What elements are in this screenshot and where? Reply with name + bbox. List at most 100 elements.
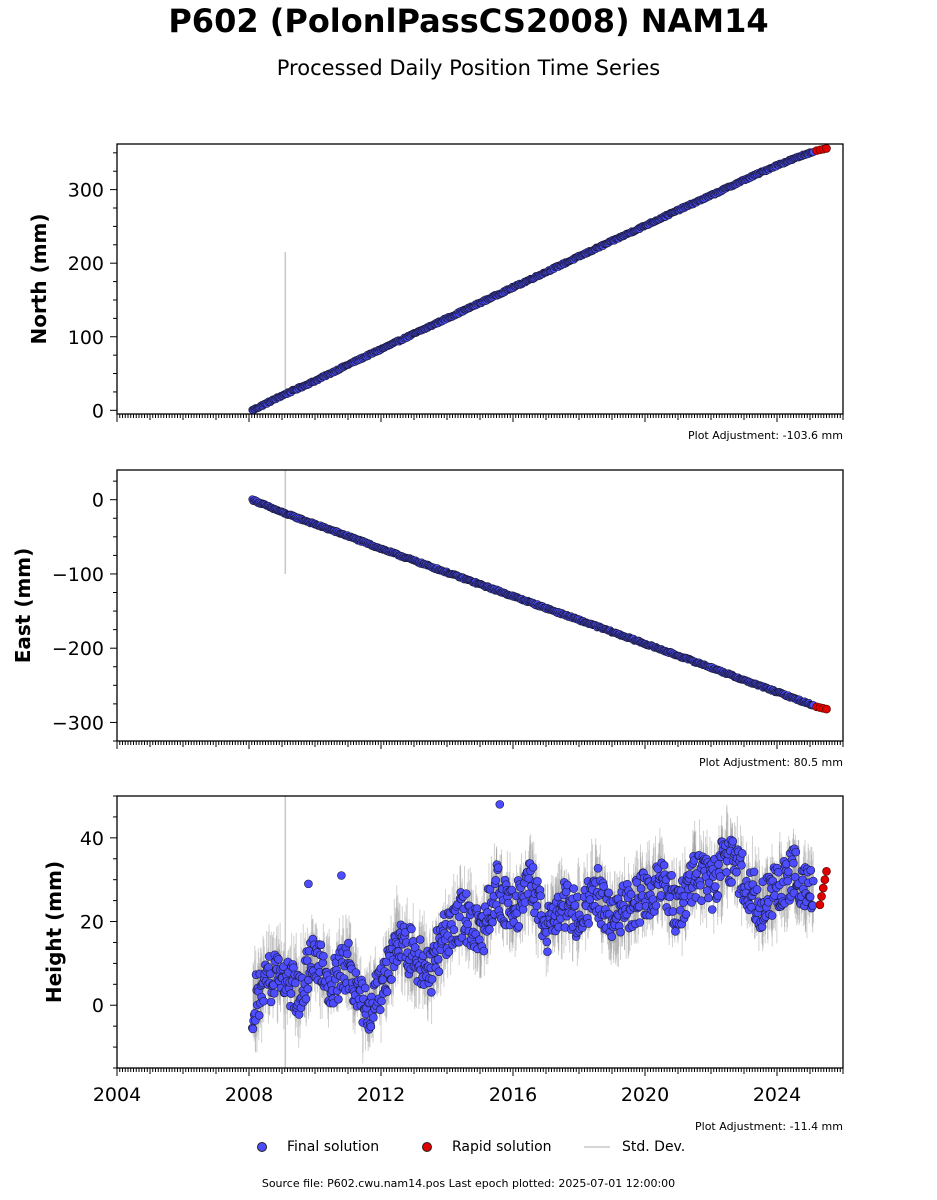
y-tick-label: 300 <box>68 180 104 202</box>
y-tick-label: 100 <box>68 327 104 349</box>
rapid-point <box>817 892 826 901</box>
final-point <box>635 918 645 927</box>
final-point <box>248 1024 258 1034</box>
final-point-outlier <box>304 879 313 889</box>
final-point <box>514 922 524 931</box>
y-axis-label: Height (mm) <box>42 861 66 1003</box>
final-point <box>434 967 444 976</box>
final-point <box>503 898 513 908</box>
final-point <box>727 877 736 887</box>
final-point <box>449 925 459 935</box>
final-point <box>259 996 268 1006</box>
final-point <box>692 869 701 878</box>
final-point <box>808 901 817 910</box>
final-point <box>783 876 793 886</box>
final-point <box>607 932 617 941</box>
final-point <box>491 876 500 885</box>
rapid-points <box>815 867 831 910</box>
final-point <box>533 876 542 886</box>
final-point <box>289 963 298 973</box>
final-point <box>569 884 578 893</box>
final-point <box>584 919 593 928</box>
y-tick-label: −200 <box>52 638 104 660</box>
final-point <box>302 956 312 965</box>
x-tick-label: 2012 <box>357 1084 405 1106</box>
final-point <box>485 885 495 894</box>
final-point <box>668 907 678 916</box>
final-point <box>805 892 815 902</box>
chart-subtitle: Processed Daily Position Time Series <box>276 56 661 80</box>
y-tick-label: 20 <box>80 912 104 934</box>
legend-rapid-label: Rapid solution <box>452 1139 552 1155</box>
plot-area <box>248 796 831 1068</box>
rapid-point <box>822 704 831 714</box>
legend-std-label: Std. Dev. <box>622 1139 686 1155</box>
final-point <box>752 885 762 894</box>
rapid-point <box>820 875 830 884</box>
plot-adjustment: Plot Adjustment: -11.4 mm <box>695 1120 843 1133</box>
final-point <box>722 868 731 877</box>
final-point <box>704 893 713 903</box>
final-point <box>266 997 276 1007</box>
plot-area <box>248 470 831 714</box>
legend-final-marker <box>257 1142 267 1152</box>
final-point <box>485 925 494 934</box>
final-point <box>707 905 717 914</box>
final-point <box>671 927 680 936</box>
final-point <box>360 983 370 993</box>
final-point <box>767 911 777 920</box>
final-point <box>737 860 746 870</box>
final-point <box>599 882 608 891</box>
final-point <box>732 867 741 877</box>
chart-title: P602 (PolonlPassCS2008) NAM14 <box>168 2 769 40</box>
final-point <box>507 885 517 895</box>
final-point <box>532 901 542 911</box>
final-point <box>286 989 296 998</box>
final-point <box>518 905 528 914</box>
legend-final-label: Final solution <box>287 1139 380 1155</box>
final-point <box>342 949 352 959</box>
plot-adjustment: Plot Adjustment: -103.6 mm <box>688 429 843 442</box>
y-axis-label: North (mm) <box>27 213 51 344</box>
final-point <box>254 1011 264 1020</box>
final-point <box>387 975 396 984</box>
final-point <box>375 1005 385 1015</box>
final-point <box>585 895 595 904</box>
final-point <box>774 867 783 877</box>
final-point <box>681 909 691 919</box>
final-point <box>269 988 279 998</box>
final-point <box>593 863 603 873</box>
final-point <box>808 876 818 886</box>
final-point <box>427 974 437 984</box>
rapid-points <box>812 144 831 155</box>
y-tick-label: −300 <box>52 712 104 734</box>
final-point <box>433 955 443 964</box>
y-tick-label: 0 <box>92 400 104 422</box>
rapid-point <box>822 867 831 876</box>
final-point <box>479 946 489 956</box>
plot-area <box>248 144 831 414</box>
final-point <box>334 994 343 1004</box>
legend-rapid-marker <box>422 1142 432 1152</box>
final-point <box>377 996 386 1006</box>
final-point <box>536 891 545 901</box>
final-points <box>248 148 818 414</box>
panel-3: 0 20 40 2004 2008 2012 2016 2020 2024 Height (mm)… <box>42 795 844 1133</box>
final-point <box>543 947 552 957</box>
final-point <box>274 955 283 964</box>
final-point <box>604 888 613 898</box>
rapid-point <box>818 883 828 893</box>
rapid-points <box>812 702 831 714</box>
x-tick-label: 2008 <box>225 1084 273 1106</box>
final-point <box>737 848 747 858</box>
final-point <box>427 987 436 997</box>
y-tick-label: 0 <box>92 490 104 512</box>
final-point <box>570 900 580 910</box>
legend-std-marker <box>584 1146 610 1148</box>
final-point <box>316 940 326 950</box>
final-point <box>791 847 801 857</box>
x-tick-label: 2016 <box>489 1084 537 1106</box>
final-point <box>528 862 538 872</box>
x-tick-label: 2020 <box>621 1084 669 1106</box>
